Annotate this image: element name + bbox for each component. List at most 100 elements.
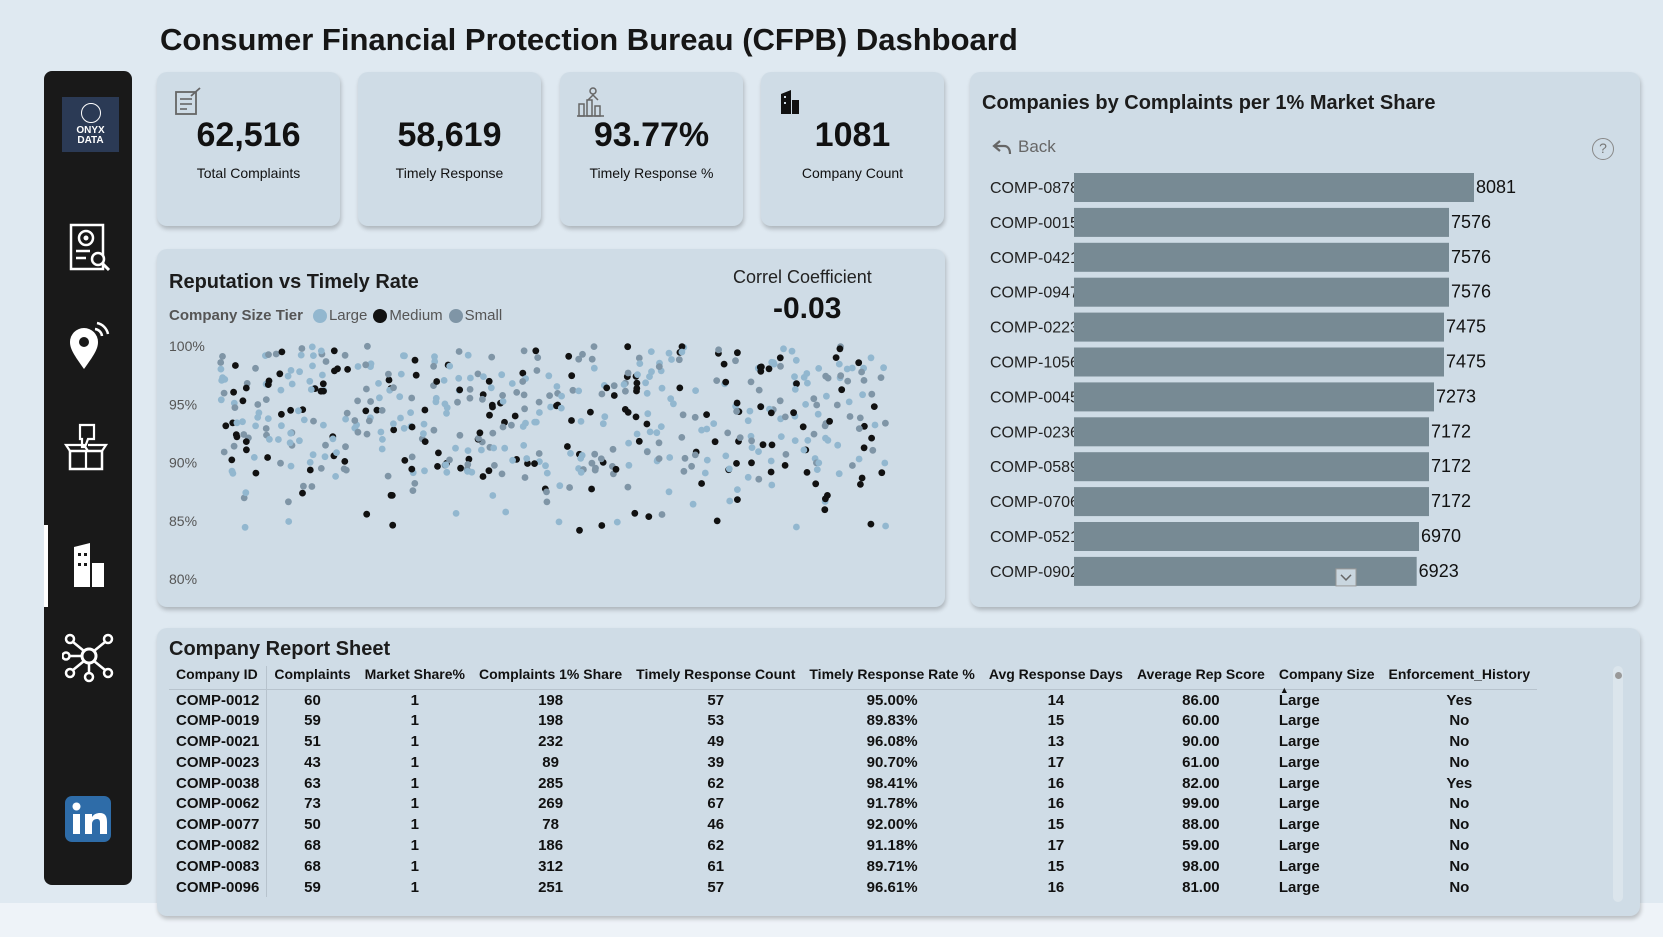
scatter-point-medium[interactable] — [826, 417, 833, 425]
scatter-point-medium[interactable] — [768, 441, 776, 449]
scatter-point-medium[interactable] — [633, 385, 641, 392]
scatter-point-large[interactable] — [748, 444, 756, 451]
scatter-point-small[interactable] — [655, 363, 663, 370]
scatter-point-large[interactable] — [377, 428, 385, 436]
scatter-point-large[interactable] — [633, 430, 641, 438]
scatter-point-small[interactable] — [846, 413, 854, 420]
scatter-point-large[interactable] — [698, 426, 705, 434]
scatter-point-medium[interactable] — [822, 495, 829, 503]
scatter-point-medium[interactable] — [264, 454, 271, 461]
scatter-point-small[interactable] — [231, 404, 239, 411]
scatter-point-medium[interactable] — [319, 380, 327, 388]
scatter-point-small[interactable] — [588, 459, 596, 467]
scatter-point-small[interactable] — [519, 378, 527, 385]
scatter-point-medium[interactable] — [228, 456, 236, 464]
scatter-point-small[interactable] — [219, 353, 226, 360]
scatter-point-small[interactable] — [466, 386, 474, 393]
scatter-point-small[interactable] — [609, 445, 617, 453]
scatter-point-medium[interactable] — [330, 347, 338, 355]
scatter-point-small[interactable] — [521, 405, 528, 413]
scatter-point-small[interactable] — [748, 437, 755, 445]
scatter-point-medium[interactable] — [511, 412, 519, 420]
scatter-point-small[interactable] — [384, 472, 392, 480]
scatter-point-small[interactable] — [678, 434, 686, 441]
scatter-point-medium[interactable] — [344, 366, 351, 373]
scatter-point-small[interactable] — [298, 345, 306, 352]
scatter-point-small[interactable] — [498, 470, 506, 478]
scatter-point-large[interactable] — [288, 380, 296, 388]
scatter-point-small[interactable] — [755, 475, 763, 483]
scatter-point-large[interactable] — [692, 387, 699, 394]
scatter-point-large[interactable] — [788, 347, 796, 355]
scatter-point-large[interactable] — [452, 510, 460, 517]
scatter-point-small[interactable] — [681, 454, 689, 462]
scatter-point-small[interactable] — [622, 387, 629, 395]
scatter-point-medium[interactable] — [479, 473, 487, 480]
scatter-point-large[interactable] — [780, 345, 787, 353]
scatter-point-small[interactable] — [488, 353, 496, 361]
scatter-point-small[interactable] — [317, 465, 325, 472]
scatter-point-medium[interactable] — [720, 360, 728, 368]
table-row[interactable]: COMP-0019 59 1 198 53 89.83% 15 60.00 Large No — [169, 710, 1537, 732]
scatter-point-large[interactable] — [420, 430, 427, 438]
scatter-point-large[interactable] — [815, 365, 823, 372]
scatter-point-small[interactable] — [217, 359, 225, 366]
scatter-point-large[interactable] — [306, 377, 314, 385]
scatter-point-small[interactable] — [533, 367, 541, 374]
scatter-point-large[interactable] — [300, 416, 308, 424]
scatter-point-medium[interactable] — [456, 386, 464, 394]
scatter-point-medium[interactable] — [334, 365, 341, 373]
bar-comp-0947[interactable] — [1074, 277, 1450, 307]
scatter-point-large[interactable] — [646, 373, 653, 380]
scatter-point-medium[interactable] — [532, 347, 540, 355]
scatter-point-medium[interactable] — [765, 365, 773, 373]
scatter-point-large[interactable] — [755, 448, 762, 455]
scatter-point-medium[interactable] — [385, 376, 393, 384]
table-row[interactable]: COMP-0023 43 1 89 39 90.70% 17 61.00 Large No — [169, 751, 1537, 773]
scatter-point-large[interactable] — [647, 348, 655, 355]
scatter-point-large[interactable] — [625, 439, 632, 447]
scatter-point-large[interactable] — [287, 462, 295, 470]
scatter-point-small[interactable] — [658, 511, 666, 518]
scatter-point-medium[interactable] — [433, 378, 441, 385]
scatter-point-small[interactable] — [285, 498, 292, 506]
scatter-point-large[interactable] — [599, 420, 607, 428]
scatter-point-small[interactable] — [341, 351, 349, 359]
scatter-point-large[interactable] — [217, 396, 225, 404]
scatter-point-large[interactable] — [296, 437, 303, 445]
scatter-point-large[interactable] — [634, 371, 641, 378]
column-header[interactable]: Avg Response Days — [981, 666, 1130, 690]
scatter-point-small[interactable] — [635, 354, 643, 362]
building-icon[interactable] — [62, 539, 116, 593]
scatter-point-medium[interactable] — [411, 356, 419, 364]
scatter-point-small[interactable] — [408, 394, 416, 402]
scatter-point-small[interactable] — [479, 395, 486, 403]
bar-comp-0521[interactable] — [1074, 522, 1420, 551]
scatter-point-large[interactable] — [823, 392, 830, 400]
scatter-point-large[interactable] — [219, 374, 226, 381]
scatter-point-large[interactable] — [284, 372, 292, 380]
bar-comp-0902[interactable] — [1074, 556, 1417, 586]
scatter-point-large[interactable] — [264, 415, 272, 422]
scatter-point-large[interactable] — [509, 456, 516, 464]
scatter-point-small[interactable] — [655, 455, 663, 462]
scatter-point-large[interactable] — [678, 348, 686, 356]
bar-comp-0589[interactable] — [1074, 452, 1430, 482]
scatter-point-medium[interactable] — [733, 399, 741, 407]
scatter-point-large[interactable] — [848, 364, 856, 372]
scatter-point-small[interactable] — [454, 398, 461, 406]
scatter-point-small[interactable] — [810, 430, 818, 438]
scatter-point-small[interactable] — [691, 451, 699, 459]
scatter-point-large[interactable] — [487, 384, 495, 392]
scatter-point-medium[interactable] — [232, 362, 239, 369]
scatter-point-small[interactable] — [262, 396, 270, 403]
bar-comp-0421[interactable] — [1074, 242, 1450, 272]
scatter-point-small[interactable] — [624, 369, 632, 377]
network-icon[interactable] — [62, 629, 116, 683]
scatter-point-large[interactable] — [287, 429, 295, 437]
scatter-point-large[interactable] — [520, 442, 528, 449]
scatter-point-medium[interactable] — [759, 441, 767, 449]
scatter-point-small[interactable] — [277, 459, 284, 467]
scatter-point-large[interactable] — [667, 395, 675, 403]
scatter-point-small[interactable] — [343, 409, 351, 417]
